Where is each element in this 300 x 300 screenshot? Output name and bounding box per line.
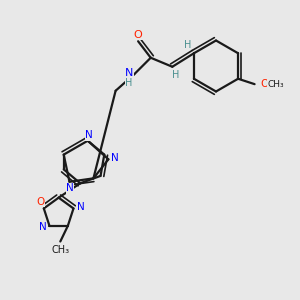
Text: O: O <box>134 30 142 40</box>
Text: N: N <box>66 183 74 194</box>
Text: N: N <box>76 202 84 212</box>
Text: CH₃: CH₃ <box>268 80 284 88</box>
Text: N: N <box>85 130 93 140</box>
Text: O: O <box>36 197 44 207</box>
Text: H: H <box>125 78 133 88</box>
Text: N: N <box>39 222 46 233</box>
Text: CH₃: CH₃ <box>51 245 69 255</box>
Text: N: N <box>111 153 119 163</box>
Text: N: N <box>124 68 133 78</box>
Text: O: O <box>260 79 268 89</box>
Text: H: H <box>172 70 180 80</box>
Text: H: H <box>184 40 191 50</box>
